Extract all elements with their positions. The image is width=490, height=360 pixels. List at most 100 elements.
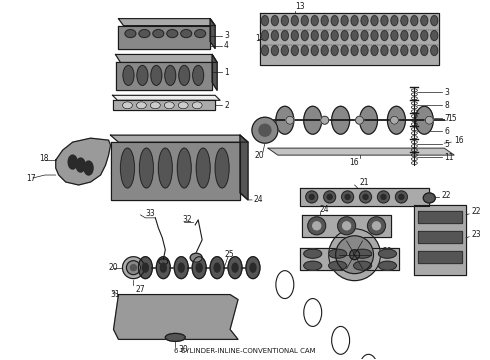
- Ellipse shape: [391, 116, 398, 124]
- Ellipse shape: [321, 31, 328, 41]
- Text: 7: 7: [444, 114, 449, 123]
- Ellipse shape: [349, 250, 360, 260]
- Ellipse shape: [361, 31, 368, 41]
- Ellipse shape: [336, 236, 373, 274]
- Ellipse shape: [228, 257, 242, 279]
- Text: 6: 6: [444, 127, 449, 136]
- Ellipse shape: [76, 158, 85, 172]
- Text: 3: 3: [224, 31, 229, 40]
- Text: 25: 25: [344, 238, 354, 247]
- Ellipse shape: [304, 261, 322, 270]
- Ellipse shape: [381, 31, 388, 41]
- Ellipse shape: [159, 259, 168, 265]
- Text: 23: 23: [471, 230, 481, 239]
- Ellipse shape: [136, 102, 147, 109]
- Ellipse shape: [281, 31, 288, 41]
- Ellipse shape: [381, 45, 388, 55]
- Ellipse shape: [411, 15, 418, 26]
- Ellipse shape: [342, 191, 354, 203]
- Ellipse shape: [68, 155, 77, 169]
- Text: 33: 33: [146, 210, 155, 219]
- Ellipse shape: [151, 66, 162, 85]
- Ellipse shape: [137, 66, 148, 85]
- Ellipse shape: [125, 30, 136, 37]
- Polygon shape: [268, 148, 454, 155]
- Ellipse shape: [286, 116, 294, 124]
- Ellipse shape: [174, 257, 188, 279]
- Ellipse shape: [345, 194, 350, 199]
- Text: 25: 25: [224, 250, 234, 259]
- Ellipse shape: [321, 45, 328, 55]
- Ellipse shape: [301, 31, 308, 41]
- Ellipse shape: [321, 116, 329, 124]
- Ellipse shape: [360, 191, 371, 203]
- Ellipse shape: [329, 229, 380, 280]
- Text: 20: 20: [108, 263, 118, 272]
- Ellipse shape: [401, 45, 408, 55]
- Ellipse shape: [331, 15, 338, 26]
- Ellipse shape: [354, 261, 371, 270]
- Ellipse shape: [165, 333, 185, 341]
- Ellipse shape: [381, 15, 388, 26]
- Ellipse shape: [164, 102, 174, 109]
- Polygon shape: [212, 54, 217, 90]
- Ellipse shape: [371, 45, 378, 55]
- Ellipse shape: [311, 15, 318, 26]
- Ellipse shape: [122, 257, 145, 279]
- Ellipse shape: [378, 261, 396, 270]
- Polygon shape: [119, 26, 210, 49]
- Ellipse shape: [192, 257, 206, 279]
- Text: 31: 31: [111, 290, 120, 299]
- Ellipse shape: [292, 45, 298, 55]
- Ellipse shape: [84, 161, 93, 175]
- Ellipse shape: [301, 45, 308, 55]
- Ellipse shape: [388, 106, 405, 134]
- Ellipse shape: [308, 217, 326, 235]
- Ellipse shape: [304, 106, 322, 134]
- Ellipse shape: [321, 15, 328, 26]
- Ellipse shape: [262, 31, 269, 41]
- Ellipse shape: [425, 116, 433, 124]
- Ellipse shape: [165, 66, 176, 85]
- Ellipse shape: [356, 116, 364, 124]
- Ellipse shape: [371, 31, 378, 41]
- Ellipse shape: [377, 191, 390, 203]
- Text: 27: 27: [135, 285, 145, 294]
- Ellipse shape: [354, 249, 371, 258]
- Ellipse shape: [139, 30, 150, 37]
- Ellipse shape: [421, 15, 428, 26]
- Ellipse shape: [181, 30, 192, 37]
- Polygon shape: [113, 100, 215, 110]
- Text: 22: 22: [471, 207, 481, 216]
- Ellipse shape: [368, 217, 386, 235]
- Ellipse shape: [150, 102, 160, 109]
- Text: 15: 15: [447, 114, 457, 123]
- Ellipse shape: [329, 249, 346, 258]
- Ellipse shape: [351, 45, 358, 55]
- Ellipse shape: [259, 124, 271, 136]
- Ellipse shape: [313, 222, 321, 230]
- Text: 21: 21: [360, 179, 369, 188]
- Ellipse shape: [329, 261, 346, 270]
- Polygon shape: [418, 211, 462, 223]
- Ellipse shape: [123, 66, 134, 85]
- Text: 4: 4: [224, 41, 229, 50]
- Ellipse shape: [338, 217, 356, 235]
- Ellipse shape: [341, 45, 348, 55]
- Ellipse shape: [252, 117, 278, 143]
- Ellipse shape: [395, 191, 407, 203]
- Ellipse shape: [292, 15, 298, 26]
- Ellipse shape: [421, 31, 428, 41]
- Ellipse shape: [351, 31, 358, 41]
- Ellipse shape: [421, 45, 428, 55]
- Ellipse shape: [160, 263, 166, 272]
- Polygon shape: [418, 231, 462, 243]
- Ellipse shape: [250, 263, 256, 272]
- Ellipse shape: [232, 263, 238, 272]
- Polygon shape: [240, 135, 248, 200]
- Text: 20: 20: [255, 150, 265, 159]
- Ellipse shape: [311, 31, 318, 41]
- Ellipse shape: [381, 194, 386, 199]
- Text: 16: 16: [454, 136, 464, 145]
- Text: 22: 22: [441, 192, 451, 201]
